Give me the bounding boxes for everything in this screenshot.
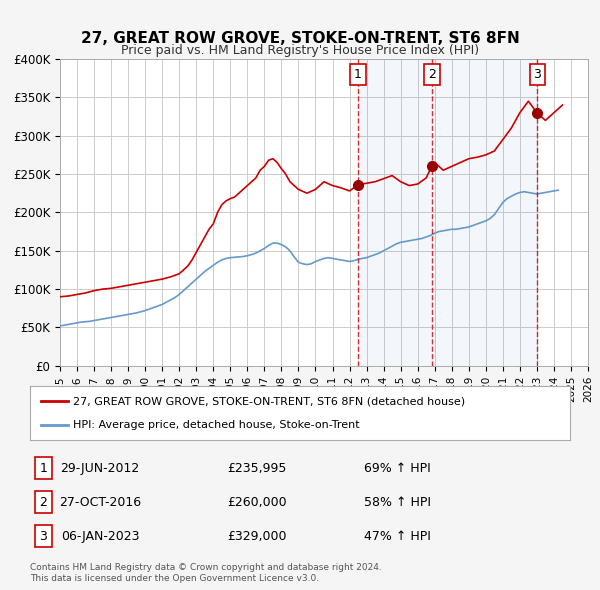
Text: 3: 3	[533, 68, 541, 81]
Text: 2: 2	[428, 68, 436, 81]
Text: 69% ↑ HPI: 69% ↑ HPI	[364, 461, 431, 475]
Text: 27, GREAT ROW GROVE, STOKE-ON-TRENT, ST6 8FN: 27, GREAT ROW GROVE, STOKE-ON-TRENT, ST6…	[80, 31, 520, 46]
Text: £329,000: £329,000	[227, 530, 287, 543]
Text: £260,000: £260,000	[227, 496, 287, 509]
Text: 2: 2	[40, 496, 47, 509]
Text: Price paid vs. HM Land Registry's House Price Index (HPI): Price paid vs. HM Land Registry's House …	[121, 44, 479, 57]
Text: 27, GREAT ROW GROVE, STOKE-ON-TRENT, ST6 8FN (detached house): 27, GREAT ROW GROVE, STOKE-ON-TRENT, ST6…	[73, 396, 466, 407]
Bar	[358, 59, 538, 366]
Text: 3: 3	[40, 530, 47, 543]
Text: 1: 1	[354, 68, 362, 81]
Text: 1: 1	[40, 461, 47, 475]
Text: 06-JAN-2023: 06-JAN-2023	[61, 530, 139, 543]
Text: £235,995: £235,995	[227, 461, 286, 475]
Text: 29-JUN-2012: 29-JUN-2012	[61, 461, 140, 475]
Text: Contains HM Land Registry data © Crown copyright and database right 2024.
This d: Contains HM Land Registry data © Crown c…	[30, 563, 382, 583]
Text: HPI: Average price, detached house, Stoke-on-Trent: HPI: Average price, detached house, Stok…	[73, 419, 360, 430]
Text: 27-OCT-2016: 27-OCT-2016	[59, 496, 141, 509]
Text: 47% ↑ HPI: 47% ↑ HPI	[364, 530, 431, 543]
Text: 58% ↑ HPI: 58% ↑ HPI	[364, 496, 431, 509]
